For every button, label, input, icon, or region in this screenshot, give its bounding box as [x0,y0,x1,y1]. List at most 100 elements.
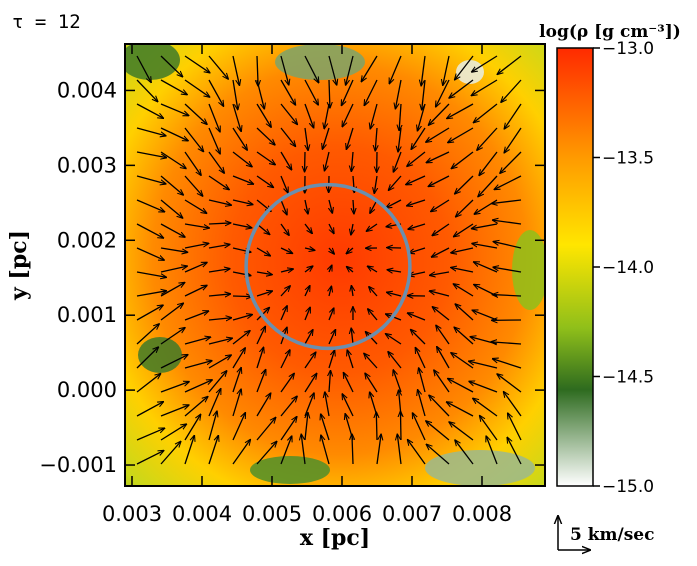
colorbar-tick-label: −14.0 [602,258,654,278]
velocity-arrow [492,359,522,369]
velocity-arrow [136,103,163,118]
velocity-arrow [409,271,426,276]
velocity-arrow [256,103,271,127]
velocity-arrow [232,55,239,85]
velocity-arrow [160,79,187,95]
y-axis: −0.001 0.000 0.001 0.002 0.003 0.004 [39,78,545,477]
velocity-arrow [501,79,522,102]
velocity-arrow [208,55,228,79]
velocity-arrow [353,199,354,214]
velocity-arrow [492,199,522,203]
velocity-arrow [136,55,151,82]
velocity-arrow [328,223,334,234]
velocity-arrow [351,223,353,235]
velocity-arrow [280,417,297,441]
velocity-arrow [418,390,426,417]
velocity-arrow [478,175,498,197]
velocity-arrow [493,267,522,273]
velocity-arrow [208,199,231,205]
velocity-arrow [208,269,230,273]
x-tick-label: 0.003 [102,502,162,526]
velocity-arrow [494,175,522,189]
velocity-arrow [160,405,189,417]
velocity-arrow [397,434,402,465]
velocity-arrow [471,223,498,229]
velocity-arrow [232,127,247,150]
velocity-arrow [304,352,316,369]
velocity-arrow [324,151,330,171]
y-tick-label: 0.001 [57,303,117,327]
velocity-arrow [375,127,377,151]
velocity-arrow [280,199,287,215]
velocity-arrow [256,272,272,275]
velocity-arrow [329,247,334,254]
velocity-arrow [428,175,450,186]
velocity-arrow [431,199,450,212]
velocity-arrow [455,440,474,465]
velocity-arrow [160,55,183,77]
velocity-arrow [136,402,163,417]
velocity-arrow [208,338,232,345]
velocity-arrow [342,103,354,127]
velocity-arrow [393,151,402,172]
velocity-arrow [400,411,401,441]
velocity-arrow [256,223,270,234]
velocity-arrow [280,127,296,146]
velocity-arrow [407,151,426,166]
velocity-arrow [471,79,498,96]
velocity-arrow [430,271,450,275]
velocity-arrow [256,441,277,465]
velocity-arrow [448,127,474,143]
velocity-arrow [364,79,378,106]
velocity-arrow [387,292,402,296]
velocity-arrow [184,79,210,97]
velocity-arrow [280,79,295,105]
velocity-arrow [232,223,252,228]
time-annotation: τ = 12 [12,11,81,33]
velocity-arrow [469,381,498,393]
velocity-arrow [321,435,330,465]
velocity-arrow [369,287,378,297]
velocity-arrow [304,79,318,105]
velocity-arrow [491,342,522,344]
x-tick-label: 0.008 [452,502,512,526]
velocity-arrow [136,271,166,277]
velocity-arrow [160,303,183,321]
velocity-arrow [304,286,310,297]
velocity-arrow [421,55,426,86]
colorbar-tick-label: −13.5 [602,149,654,169]
velocity-arrow [376,434,381,465]
velocity-arrow [136,347,158,369]
velocity-arrow [447,103,474,119]
velocity-arrow [429,291,450,297]
velocity-arrow [322,127,330,149]
velocity-arrow [408,223,426,229]
velocity-arrow [136,127,166,136]
velocity-arrow [208,223,231,224]
velocity-arrow [136,451,164,465]
velocity-arrow [208,294,231,296]
x-tick-label: 0.004 [172,502,232,526]
velocity-scale-key: 5 km/sec [558,516,654,550]
velocity-arrow [480,416,498,441]
velocity-arrow [184,103,207,124]
velocity-arrow [184,243,209,249]
velocity-arrow [387,270,402,272]
velocity-arrow [329,286,331,297]
velocity-arrow [232,440,250,465]
velocity-arrow [304,307,310,321]
velocity-arrow [184,285,207,297]
velocity-arrow [136,305,163,321]
velocity-arrow [376,412,377,441]
velocity-arrow [328,330,335,345]
velocity-arrow [492,220,522,225]
velocity-arrow [351,286,353,297]
velocity-arrow [184,337,211,345]
velocity-arrow [160,103,189,116]
velocity-arrow [329,199,332,213]
velocity-arrow [160,266,187,273]
velocity-arrow [256,326,265,345]
velocity-arrow [504,127,522,153]
velocity-arrow [305,199,308,214]
velocity-arrow [280,175,288,193]
